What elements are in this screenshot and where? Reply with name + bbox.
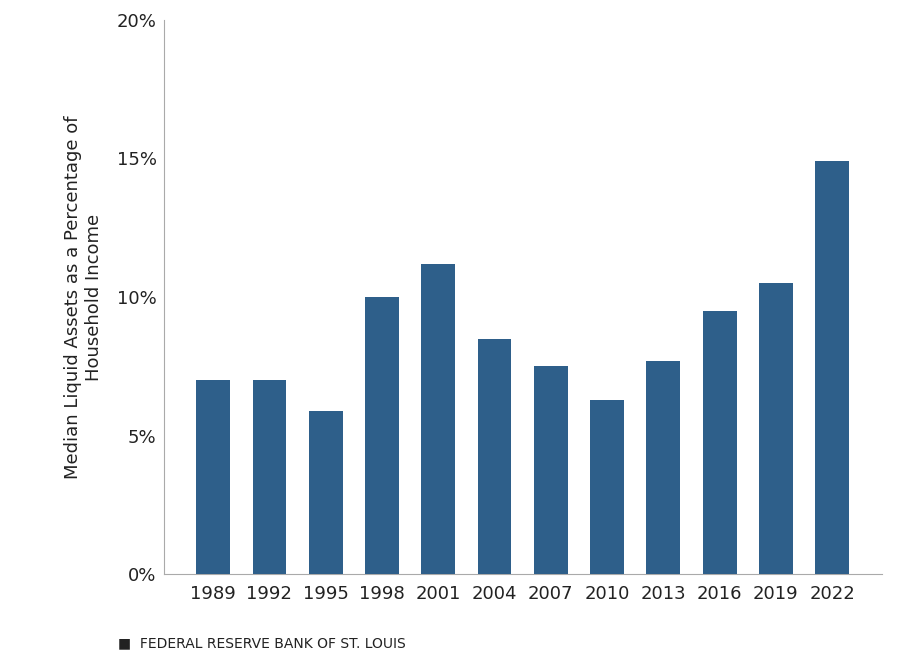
Text: ■  FEDERAL RESERVE BANK OF ST. LOUIS: ■ FEDERAL RESERVE BANK OF ST. LOUIS	[118, 636, 406, 650]
Bar	[477, 339, 512, 574]
Bar	[703, 311, 736, 574]
Bar	[253, 380, 286, 574]
Bar	[365, 297, 399, 574]
Bar	[590, 399, 624, 574]
Bar	[815, 161, 849, 574]
Y-axis label: Median Liquid Assets as a Percentage of
Household Income: Median Liquid Assets as a Percentage of …	[64, 115, 103, 479]
Bar	[196, 380, 230, 574]
Bar	[646, 361, 680, 574]
Bar	[534, 366, 568, 574]
Bar	[759, 283, 793, 574]
Bar	[309, 411, 343, 574]
Bar	[422, 264, 455, 574]
